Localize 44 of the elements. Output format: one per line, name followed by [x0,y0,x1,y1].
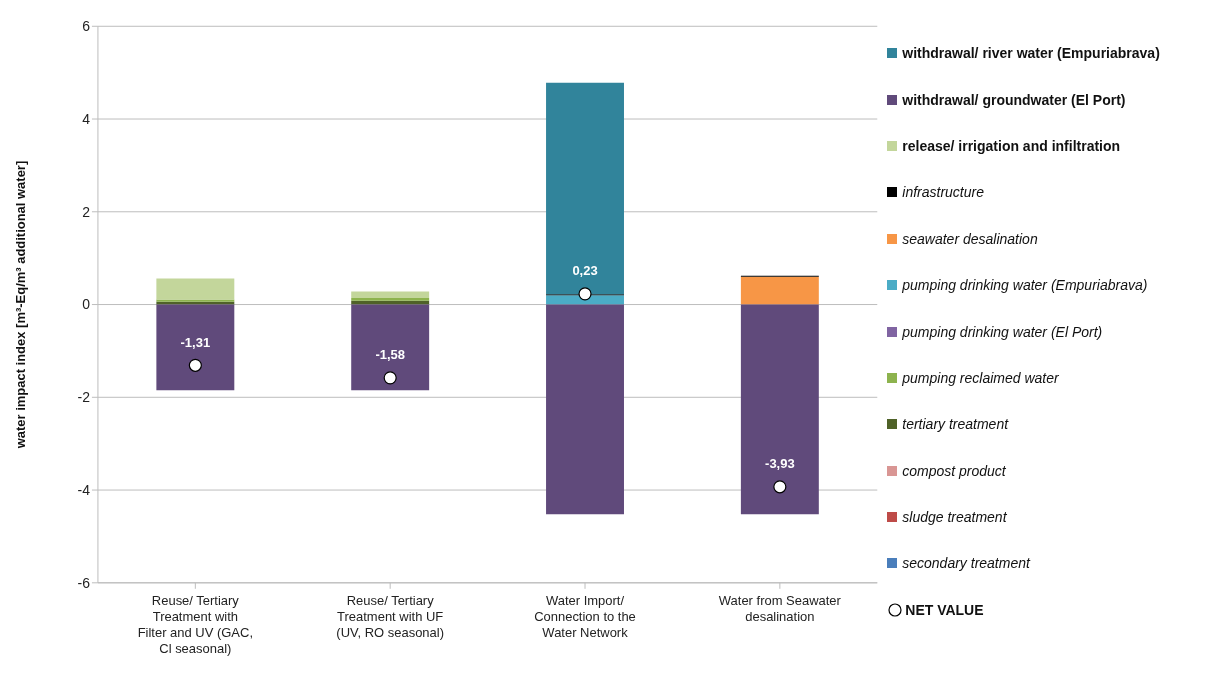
x-tick-label: Water from Seawater desalination [718,592,842,624]
point [578,287,592,301]
data-label: -3,93 [765,456,795,472]
legend-label: NET VALUE [905,601,984,618]
point [188,358,202,372]
bar [351,304,430,391]
legend-label: tertiary treatment [902,416,1009,433]
y-tick-label: -6 [77,574,91,591]
point [773,480,787,494]
bar [351,300,430,305]
legend-label: pumping drinking water (El Port) [902,323,1103,340]
bar [546,295,624,305]
legend-label: sludge treatment [902,509,1007,526]
legend-label: pumping drinking water (Empuriabrava) [902,277,1148,294]
legend-label: pumping reclaimed water [902,369,1059,386]
bar [351,298,430,301]
data-label: -1,31 [180,334,211,350]
legend-label: withdrawal/ river water (Empuriabrava) [902,45,1160,62]
bar [740,276,819,305]
y-tick-label: 2 [82,203,91,220]
bar [546,82,624,295]
y-tick-label: 6 [82,18,91,35]
legend-label: seawater desalination [902,230,1038,247]
legend-label: withdrawal/ groundwater (El Port) [902,91,1126,108]
bar [156,304,235,391]
bar [740,304,819,515]
bar [351,291,430,299]
y-tick-label: 0 [82,296,91,313]
y-tick-label: 4 [82,110,91,127]
legend-label: release/ irrigation and infiltration [902,137,1121,154]
y-tick-label: -2 [77,389,91,406]
y-axis-title: water impact index [m³-Eq/m³ additional water] [12,160,28,450]
data-label: 0,23 [572,263,598,279]
x-tick-label: Water Import/ Connection to the Water Network [534,592,636,640]
point [383,371,397,385]
bar [156,278,235,300]
bar [546,304,624,515]
legend-label: infrastructure [902,184,984,201]
legend-label: secondary treatment [902,555,1030,572]
x-tick-label: Reuse/ Tertiary Treatment with UF (UV, RO seasonal) [336,592,444,640]
data-label: -1,58 [375,347,405,363]
y-tick-label: -4 [77,482,91,499]
x-tick-label: Reuse/ Tertiary Treatment with Filter and UV (GAC, Cl seasonal) [137,592,253,656]
legend-label: compost product [902,462,1006,479]
